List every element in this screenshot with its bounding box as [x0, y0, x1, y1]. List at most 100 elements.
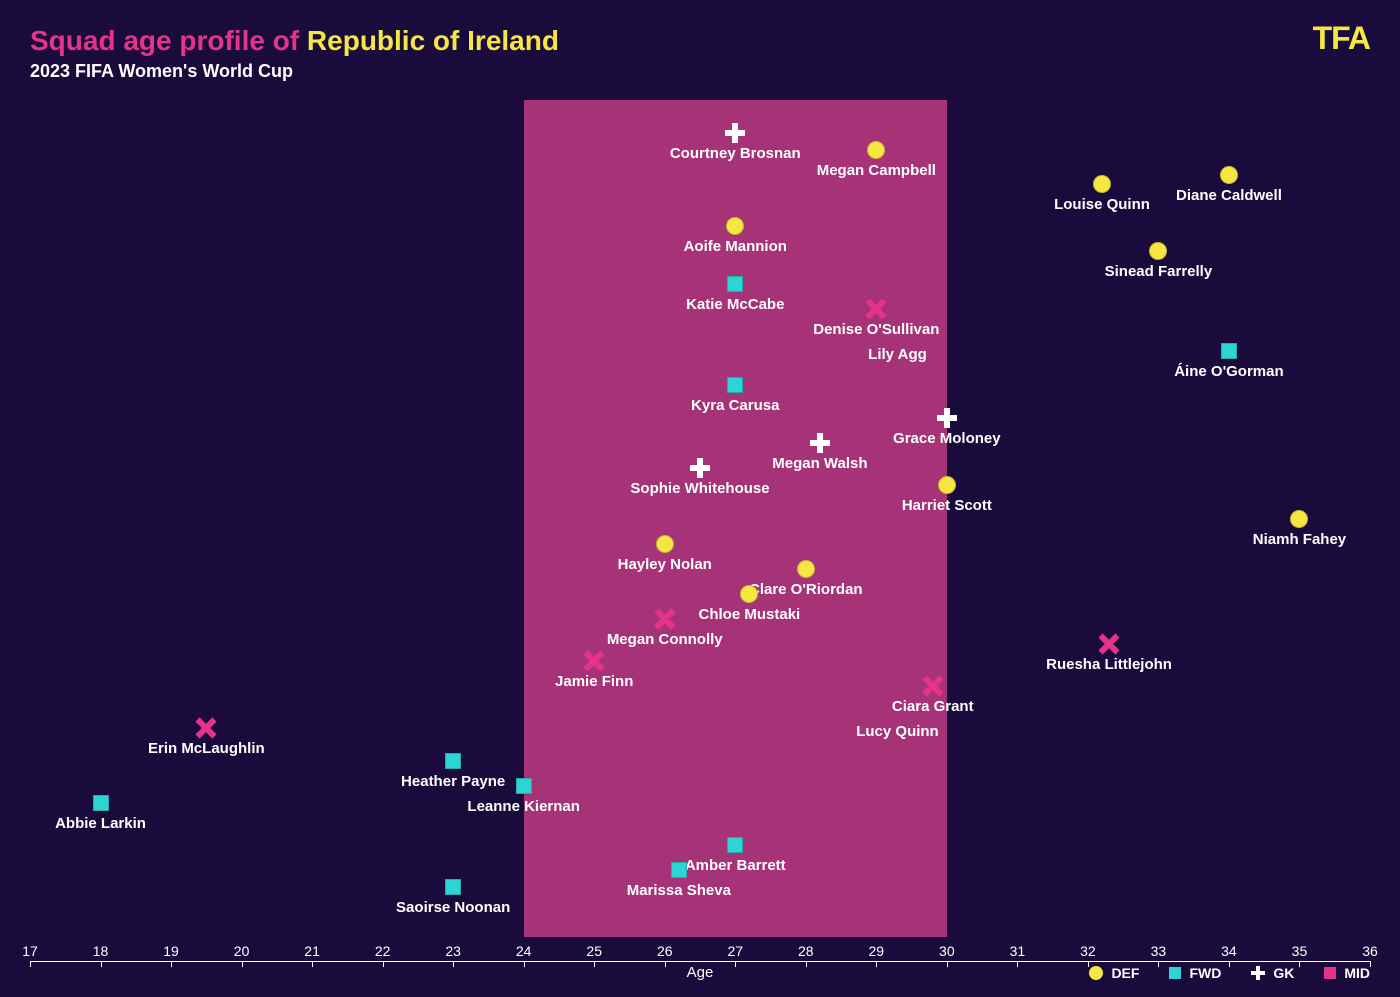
player-label: Heather Payne: [401, 773, 505, 790]
x-tick: [242, 961, 243, 967]
player-label: Niamh Fahey: [1253, 531, 1346, 548]
x-tick-label: 32: [1080, 943, 1096, 959]
player-marker: [867, 141, 885, 159]
x-tick: [1017, 961, 1018, 967]
x-tick: [1299, 961, 1300, 967]
player-label: Saoirse Noonan: [396, 899, 510, 916]
player-marker: [1221, 343, 1237, 359]
player-label: Denise O'Sullivan: [813, 321, 939, 338]
player-label: Chloe Mustaki: [699, 606, 801, 623]
player-marker: [923, 676, 943, 696]
player-label: Ciara Grant: [892, 698, 974, 715]
legend-marker-icon: [1251, 966, 1265, 980]
player-label: Sinead Farrelly: [1105, 263, 1213, 280]
player-marker: [584, 651, 604, 671]
x-tick-label: 35: [1292, 943, 1308, 959]
player-label: Ruesha Littlejohn: [1046, 656, 1172, 673]
circle-icon: [656, 535, 674, 553]
circle-icon: [797, 560, 815, 578]
legend-marker-icon: [1169, 967, 1181, 979]
x-tick-label: 26: [657, 943, 673, 959]
square-icon: [93, 795, 109, 811]
player-label: Marissa Sheva: [627, 882, 731, 899]
x-tick-label: 18: [93, 943, 109, 959]
player-label: Grace Moloney: [893, 430, 1001, 447]
player-label: Áine O'Gorman: [1174, 363, 1283, 380]
player-marker: [1099, 634, 1119, 654]
x-tick-label: 17: [22, 943, 38, 959]
chart-subtitle: 2023 FIFA Women's World Cup: [30, 61, 559, 82]
x-tick: [171, 961, 172, 967]
player-marker: [196, 718, 216, 738]
title-country: Republic of Ireland: [307, 25, 559, 56]
player-marker: [671, 862, 687, 878]
player-marker: [516, 778, 532, 794]
x-axis-line: [30, 961, 1370, 962]
x-tick-label: 31: [1010, 943, 1026, 959]
player-marker: [937, 408, 957, 428]
circle-icon: [726, 217, 744, 235]
x-tick: [312, 961, 313, 967]
x-tick: [383, 961, 384, 967]
plus-icon: [810, 433, 830, 453]
x-tick: [1229, 961, 1230, 967]
title-area: Squad age profile of Republic of Ireland…: [30, 25, 559, 82]
player-label: Aoife Mannion: [684, 238, 787, 255]
x-tick: [594, 961, 595, 967]
x-tick: [1158, 961, 1159, 967]
player-marker: [810, 433, 830, 453]
player-label: Clare O'Riordan: [749, 581, 863, 598]
x-tick-label: 23: [445, 943, 461, 959]
x-tick-label: 19: [163, 943, 179, 959]
circle-icon: [867, 141, 885, 159]
player-marker: [445, 753, 461, 769]
circle-icon: [1149, 242, 1167, 260]
legend-item-def: DEF: [1089, 965, 1139, 981]
square-icon: [445, 753, 461, 769]
x-tick-label: 29: [869, 943, 885, 959]
x-tick-label: 24: [516, 943, 532, 959]
chart-container: TFA Squad age profile of Republic of Ire…: [0, 0, 1400, 997]
legend-label: DEF: [1111, 965, 1139, 981]
player-label: Lily Agg: [868, 346, 927, 363]
x-tick: [1370, 961, 1371, 967]
player-marker: [1220, 166, 1238, 184]
x-tick: [876, 961, 877, 967]
square-icon: [516, 778, 532, 794]
circle-icon: [1220, 166, 1238, 184]
x-tick: [101, 961, 102, 967]
player-label: Katie McCabe: [686, 296, 784, 313]
player-label: Erin McLaughlin: [148, 740, 265, 757]
legend-item-fwd: FWD: [1169, 965, 1221, 981]
player-label: Megan Walsh: [772, 455, 867, 472]
player-marker: [690, 458, 710, 478]
player-marker: [725, 123, 745, 143]
x-icon: [923, 676, 943, 696]
chart-title: Squad age profile of Republic of Ireland: [30, 25, 559, 57]
plot-area: Courtney BrosnanMegan CampbellLouise Qui…: [30, 100, 1370, 937]
x-tick-label: 27: [727, 943, 743, 959]
square-icon: [727, 837, 743, 853]
plus-icon: [937, 408, 957, 428]
player-label: Louise Quinn: [1054, 196, 1150, 213]
player-label: Jamie Finn: [555, 673, 633, 690]
player-marker: [656, 535, 674, 553]
player-label: Lucy Quinn: [856, 723, 939, 740]
legend-item-gk: GK: [1251, 965, 1294, 981]
x-icon: [1099, 634, 1119, 654]
player-label: Hayley Nolan: [618, 556, 712, 573]
player-marker: [1290, 510, 1308, 528]
x-tick-label: 20: [234, 943, 250, 959]
x-tick: [453, 961, 454, 967]
player-marker: [726, 217, 744, 235]
x-tick-label: 36: [1362, 943, 1378, 959]
x-tick: [735, 961, 736, 967]
legend-label: MID: [1344, 965, 1370, 981]
square-icon: [727, 276, 743, 292]
player-marker: [727, 276, 743, 292]
player-label: Diane Caldwell: [1176, 187, 1282, 204]
legend-label: GK: [1273, 965, 1294, 981]
square-icon: [727, 377, 743, 393]
legend-label: FWD: [1189, 965, 1221, 981]
x-tick: [947, 961, 948, 967]
